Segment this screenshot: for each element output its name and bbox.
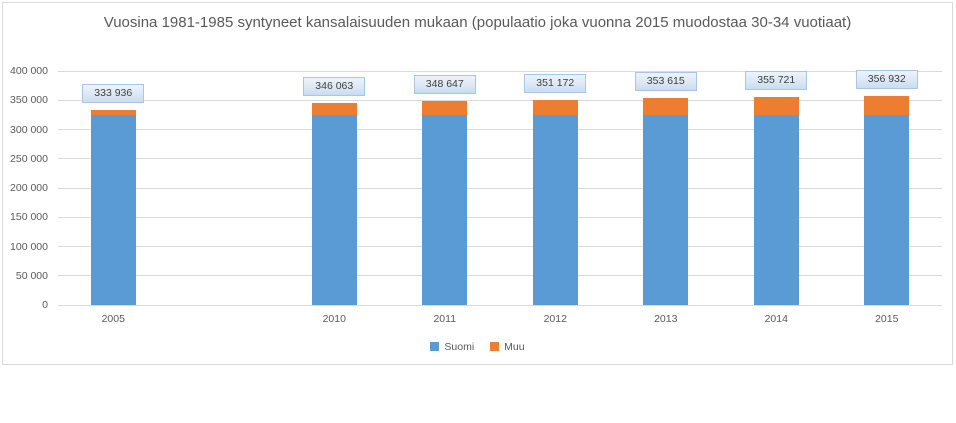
bar-segment-suomi[interactable] (422, 115, 468, 305)
gridline (58, 304, 942, 306)
x-axis-label: 2005 (101, 313, 125, 325)
gridline (58, 99, 942, 101)
legend-swatch-icon (490, 342, 500, 351)
x-axis-label: 2013 (654, 313, 678, 325)
x-axis-label: 2011 (433, 313, 457, 325)
bar-segment-suomi[interactable] (643, 115, 689, 305)
bar-segment-suomi[interactable] (532, 115, 578, 305)
plot-area: 0 50 000 100 000 150 000 200 000 250 000 300 0… (3, 3, 952, 364)
bar-segment-muu[interactable] (311, 102, 357, 116)
bar-segment-muu[interactable] (753, 96, 799, 116)
bar-segment-suomi[interactable] (311, 115, 357, 305)
data-label-total: 346 063 (303, 76, 366, 96)
bar-segment-muu[interactable] (422, 101, 468, 116)
y-axis-tick-label: 400 000 (10, 65, 48, 77)
legend-item-muu: Muu (490, 340, 525, 353)
data-label-total: 353 615 (634, 72, 697, 92)
bar-segment-muu[interactable] (532, 99, 578, 116)
gridline (58, 129, 942, 130)
y-axis-tick-label: 50 000 (15, 269, 48, 282)
chart-object[interactable]: Vuosina 1981-1985 syntyneet kansalaisuud… (2, 2, 953, 365)
data-label-total: 356 932 (855, 70, 918, 90)
legend-item-suomi: Suomi (430, 341, 474, 353)
bar-segment-suomi[interactable] (753, 115, 799, 305)
y-axis-tick-label: 100 000 (10, 240, 48, 253)
gridline (58, 70, 942, 72)
legend-swatch-icon (430, 342, 440, 351)
bar-segment-muu[interactable] (864, 96, 910, 116)
bar-segment-suomi[interactable] (90, 114, 136, 305)
chart-title: Vuosina 1981-1985 syntyneet kansalaisuud… (103, 14, 852, 31)
gridline (58, 216, 942, 218)
y-axis-tick-label: 350 000 (10, 94, 48, 107)
y-axis-tick-label: 200 000 (10, 182, 48, 194)
x-axis-label: 2012 (543, 313, 567, 325)
x-axis-label: 2010 (322, 313, 346, 325)
bar-segment-muu[interactable] (90, 109, 136, 115)
y-axis-tick-label: 0 (42, 299, 48, 311)
y-axis-tick-label: 250 000 (10, 152, 48, 165)
y-axis-tick-label: 300 000 (10, 123, 48, 136)
legend: Suomi Muu (3, 339, 952, 354)
x-axis-label: 2014 (764, 313, 788, 325)
gridline (58, 246, 942, 247)
data-label-total: 351 172 (524, 73, 587, 93)
data-label-total: 348 647 (413, 75, 476, 95)
gridline (58, 187, 942, 189)
bar-segment-suomi[interactable] (864, 115, 910, 305)
gridline (58, 275, 942, 277)
x-axis-label: 2015 (875, 313, 899, 325)
data-label-total: 355 721 (745, 70, 808, 90)
legend-label: Muu (504, 340, 525, 353)
gridline (58, 158, 942, 160)
data-label-total: 333 936 (82, 83, 145, 103)
bar-segment-muu[interactable] (643, 98, 689, 116)
y-axis-tick-label: 150 000 (10, 211, 48, 224)
legend-label: Suomi (444, 340, 475, 353)
